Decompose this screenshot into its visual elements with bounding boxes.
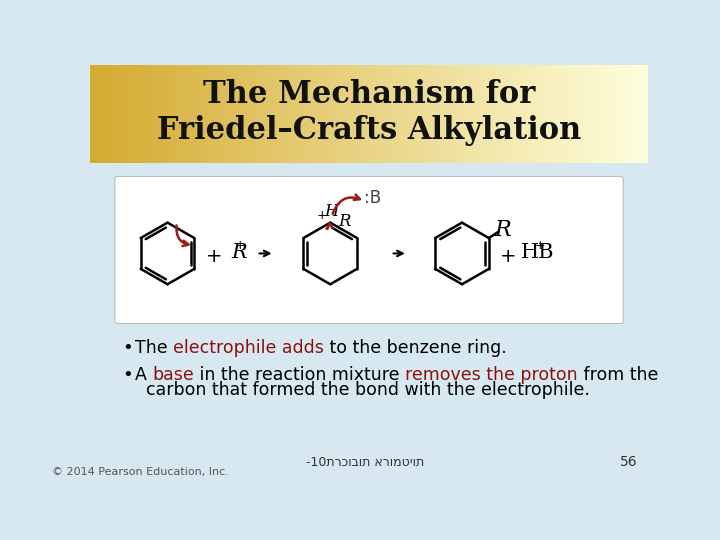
- Text: HB: HB: [521, 243, 554, 262]
- FancyBboxPatch shape: [114, 177, 624, 323]
- Text: removes the proton: removes the proton: [405, 366, 577, 384]
- Text: :B: :B: [364, 189, 382, 207]
- Text: +: +: [535, 239, 546, 252]
- Text: 56: 56: [620, 455, 637, 469]
- Text: +: +: [316, 209, 327, 222]
- Text: to the benzene ring.: to the benzene ring.: [324, 339, 507, 357]
- Text: © 2014 Pearson Education, Inc.: © 2014 Pearson Education, Inc.: [52, 467, 229, 477]
- Text: H: H: [325, 204, 339, 220]
- Text: from the: from the: [577, 366, 658, 384]
- Text: -10תרכובות ארומטיות: -10תרכובות ארומטיות: [306, 456, 424, 469]
- Text: •: •: [122, 366, 132, 384]
- Text: in the reaction mixture: in the reaction mixture: [194, 366, 405, 384]
- Text: +: +: [206, 247, 222, 266]
- Text: Friedel–Crafts Alkylation: Friedel–Crafts Alkylation: [157, 115, 581, 146]
- Text: +: +: [500, 247, 517, 266]
- Text: electrophile adds: electrophile adds: [173, 339, 324, 357]
- Text: base: base: [153, 366, 194, 384]
- Text: The Mechanism for: The Mechanism for: [203, 78, 535, 110]
- Text: +: +: [235, 239, 246, 252]
- Text: A: A: [135, 366, 153, 384]
- Text: R: R: [231, 243, 247, 262]
- Text: R: R: [338, 213, 351, 230]
- Text: carbon that formed the bond with the electrophile.: carbon that formed the bond with the ele…: [145, 381, 590, 399]
- Text: The: The: [135, 339, 173, 357]
- Text: •: •: [122, 339, 132, 357]
- Text: R: R: [495, 219, 511, 241]
